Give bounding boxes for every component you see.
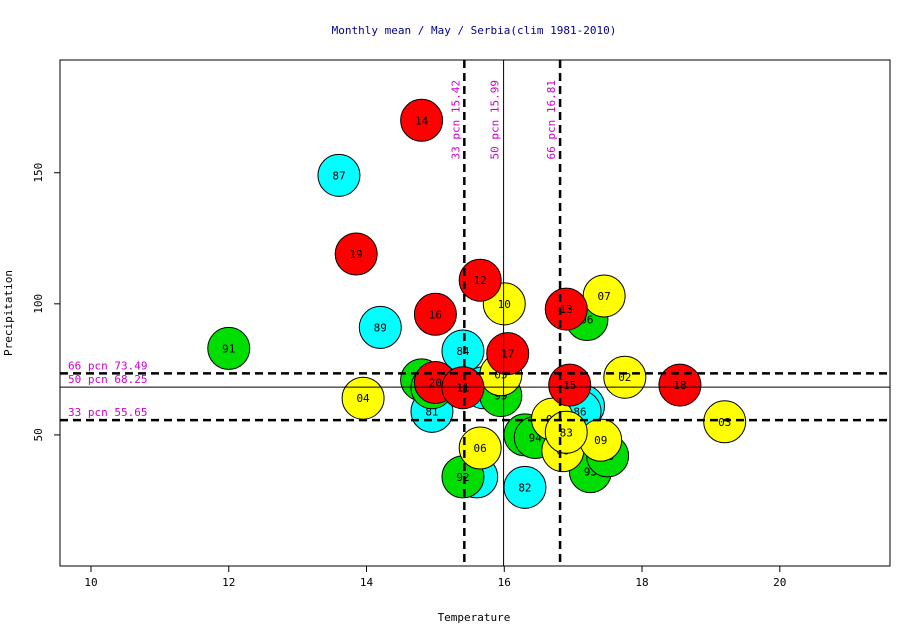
data-point-87: 87 — [317, 153, 361, 197]
data-point-04: 04 — [341, 376, 385, 420]
data-point-16: 16 — [413, 292, 457, 336]
data-point-83: 83 — [544, 410, 588, 454]
vertical-percentile-label: 66 pcn 16.81 — [545, 80, 558, 159]
data-point-label: 15 — [563, 379, 576, 392]
data-point-marker — [703, 400, 747, 444]
data-point-label: 11 — [456, 382, 469, 395]
data-point-marker — [413, 292, 457, 336]
horizontal-percentile-label: 33 pcn 55.65 — [68, 406, 147, 419]
data-point-17: 17 — [486, 332, 530, 376]
data-point-marker — [544, 287, 588, 331]
data-point-label: 20 — [429, 376, 442, 389]
percentile-lines: 33 pcn 15.42 50 pcn 15.99 66 pcn 16.81 66 p… — [60, 60, 890, 566]
data-point-82: 82 — [503, 465, 547, 509]
data-point-12: 12 — [458, 258, 502, 302]
data-point-89: 89 — [358, 305, 402, 349]
x-tick-label: 16 — [498, 576, 511, 589]
x-tick-label: 12 — [222, 576, 235, 589]
horizontal-percentile-label: 66 pcn 73.49 — [68, 359, 147, 372]
data-point-marker — [207, 326, 251, 370]
data-point-label: 16 — [429, 308, 442, 321]
data-point-label: 14 — [415, 114, 429, 127]
plot-frame — [59, 59, 891, 567]
x-tick-label: 14 — [360, 576, 374, 589]
data-point-marker — [458, 426, 502, 470]
data-point-marker — [317, 153, 361, 197]
data-point-label: 18 — [673, 379, 686, 392]
data-point-label: 03 — [718, 416, 731, 429]
data-point-label: 91 — [222, 342, 235, 355]
x-tick-label: 20 — [773, 576, 786, 589]
data-point-label: 04 — [356, 392, 370, 405]
data-point-label: 13 — [560, 303, 573, 316]
vertical-percentile-label: 33 pcn 15.42 — [449, 80, 462, 159]
data-point-91: 91 — [207, 326, 251, 370]
vertical-percentile-label: 50 pcn 15.99 — [489, 80, 502, 159]
horizontal-percentile-label: 50 pcn 68.25 — [68, 373, 147, 386]
axes: 10 12 14 16 18 20 50 100 150 — [32, 163, 786, 589]
data-point-11: 11 — [441, 366, 485, 410]
data-point-07: 07 — [582, 274, 626, 318]
data-point-19: 19 — [334, 232, 378, 276]
y-tick-label: 50 — [32, 428, 45, 441]
data-point-label: 10 — [498, 298, 511, 311]
data-point-label: 17 — [501, 348, 514, 361]
data-point-18: 18 — [658, 363, 702, 407]
data-point-marker — [441, 366, 485, 410]
y-tick-label: 100 — [32, 294, 45, 314]
data-point-marker — [658, 363, 702, 407]
data-point-label: 06 — [474, 442, 487, 455]
data-point-marker — [458, 258, 502, 302]
chart-title: Monthly mean / May / Serbia(clim 1981-20… — [332, 24, 617, 37]
data-point-label: 89 — [374, 321, 387, 334]
data-point-label: 09 — [594, 434, 607, 447]
data-point-label: 83 — [560, 426, 573, 439]
data-point-label: 87 — [332, 169, 345, 182]
data-point-label: 07 — [598, 290, 611, 303]
data-points: 8789848182858688909195999297949396009810… — [207, 98, 747, 509]
data-point-marker — [603, 355, 647, 399]
y-axis-label: Precipitation — [2, 270, 15, 356]
data-point-03: 03 — [703, 400, 747, 444]
data-point-label: 19 — [350, 248, 363, 261]
x-tick-label: 18 — [635, 576, 648, 589]
data-point-02: 02 — [603, 355, 647, 399]
data-point-13: 13 — [544, 287, 588, 331]
data-point-label: 82 — [518, 481, 531, 494]
y-tick-label: 150 — [32, 163, 45, 183]
data-point-label: 92 — [456, 471, 469, 484]
data-point-marker — [358, 305, 402, 349]
x-tick-label: 10 — [84, 576, 97, 589]
data-point-marker — [400, 98, 444, 142]
data-point-marker — [544, 410, 588, 454]
data-point-14: 14 — [400, 98, 444, 142]
x-axis-label: Temperature — [438, 611, 511, 624]
data-point-label: 12 — [474, 274, 487, 287]
data-point-marker — [486, 332, 530, 376]
data-point-marker — [334, 232, 378, 276]
data-point-15: 15 — [548, 363, 592, 407]
data-point-06: 06 — [458, 426, 502, 470]
